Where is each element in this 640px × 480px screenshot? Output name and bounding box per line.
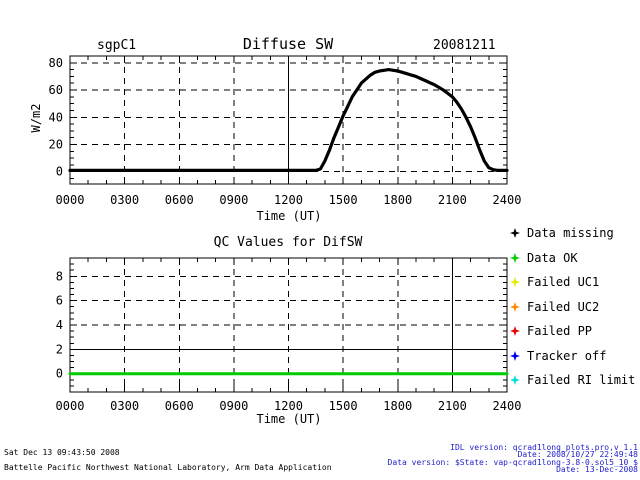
footer-right-line: IDL version: qcrad1long_plots.pro,v 1.1: [450, 443, 638, 452]
legend-item: Data missing: [510, 227, 640, 239]
y-tick-label: 20: [49, 138, 63, 152]
legend-item: Failed UC1: [510, 276, 640, 288]
timestamp-text: Sat Dec 13 09:43:50 2008: [4, 448, 120, 457]
legend-star-icon: [510, 350, 520, 361]
legend-item: Data OK: [510, 252, 640, 264]
qc-chart-x-axis-label: Time (UT): [256, 412, 322, 426]
date-label: 20081211: [433, 38, 496, 53]
legend-item-label: Data OK: [527, 250, 578, 265]
x-tick-label: 0900: [219, 193, 248, 207]
legend-star-icon: [510, 375, 520, 385]
footer-right-line: Data version: $State: vap-qcrad1long-3.8…: [387, 457, 638, 467]
x-tick-label: 0300: [110, 193, 139, 207]
y-tick-label: 40: [49, 110, 63, 124]
qc-chart-title: QC Values for DifSW: [213, 235, 363, 250]
footer-right: IDL version: qcrad1long_plots.pro,v 1.1 D…: [387, 443, 638, 475]
legend-star-icon: [510, 252, 520, 263]
legend-item: Failed UC2: [510, 301, 640, 313]
top-chart-x-axis-label: Time (UT): [256, 209, 322, 223]
legend: Data missing Data OK Failed UC1 Failed UC2 F…: [510, 227, 640, 386]
laboratory-text: Battelle Pacific Northwest National Labo…: [4, 463, 332, 472]
x-tick-label: 1800: [383, 399, 412, 413]
x-tick-label: 2100: [438, 193, 467, 207]
legend-star-icon: [510, 301, 520, 312]
x-tick-label: 1800: [383, 193, 412, 207]
legend-item-label: Data missing: [527, 226, 614, 240]
legend-item-label: Failed UC2: [527, 299, 600, 314]
x-tick-label: 2400: [493, 193, 522, 207]
site-label: sgpC1: [97, 38, 137, 53]
y-tick-label: 0: [56, 165, 63, 179]
legend-item: Tracker off: [510, 350, 640, 362]
y-tick-label: 60: [49, 83, 63, 97]
x-tick-label: 0900: [219, 399, 248, 413]
y-tick-label: 0: [56, 367, 63, 381]
x-tick-label: 1500: [329, 399, 358, 413]
top-chart-title: Diffuse SW: [242, 35, 334, 53]
legend-item-label: Failed UC1: [527, 275, 600, 289]
x-tick-label: 0000: [56, 193, 85, 207]
y-tick-label: 2: [56, 342, 63, 356]
legend-item-label: Tracker off: [527, 348, 607, 363]
x-tick-label: 0300: [110, 399, 139, 413]
x-tick-label: 1200: [274, 193, 303, 207]
y-tick-label: 4: [56, 318, 63, 332]
x-tick-label: 1200: [274, 399, 303, 413]
x-tick-label: 1500: [329, 193, 358, 207]
x-tick-label: 0600: [165, 193, 194, 207]
y-tick-label: 80: [49, 56, 63, 70]
footer-right-line: Date: 2008/10/27 22:49:48: [517, 450, 638, 460]
legend-item: Failed PP: [510, 325, 640, 337]
legend-item-label: Failed RI limit: [527, 373, 636, 387]
y-tick-label: 8: [56, 269, 63, 283]
legend-star-icon: [510, 277, 520, 287]
x-tick-label: 0000: [56, 399, 85, 413]
footer-right-line: Date: 13-Dec-2008: [556, 465, 638, 475]
legend-item: Failed RI limit: [510, 374, 640, 386]
legend-item-label: Failed PP: [527, 324, 593, 338]
x-tick-label: 0600: [165, 399, 194, 413]
x-tick-label: 2100: [438, 399, 467, 413]
y-tick-label: 6: [56, 294, 63, 308]
series-diffuse_sw: [68, 67, 509, 172]
y-axis-label: W/m2: [29, 103, 43, 133]
legend-star-icon: [510, 326, 520, 336]
x-tick-label: 2400: [493, 399, 522, 413]
legend-star-icon: [510, 228, 520, 238]
